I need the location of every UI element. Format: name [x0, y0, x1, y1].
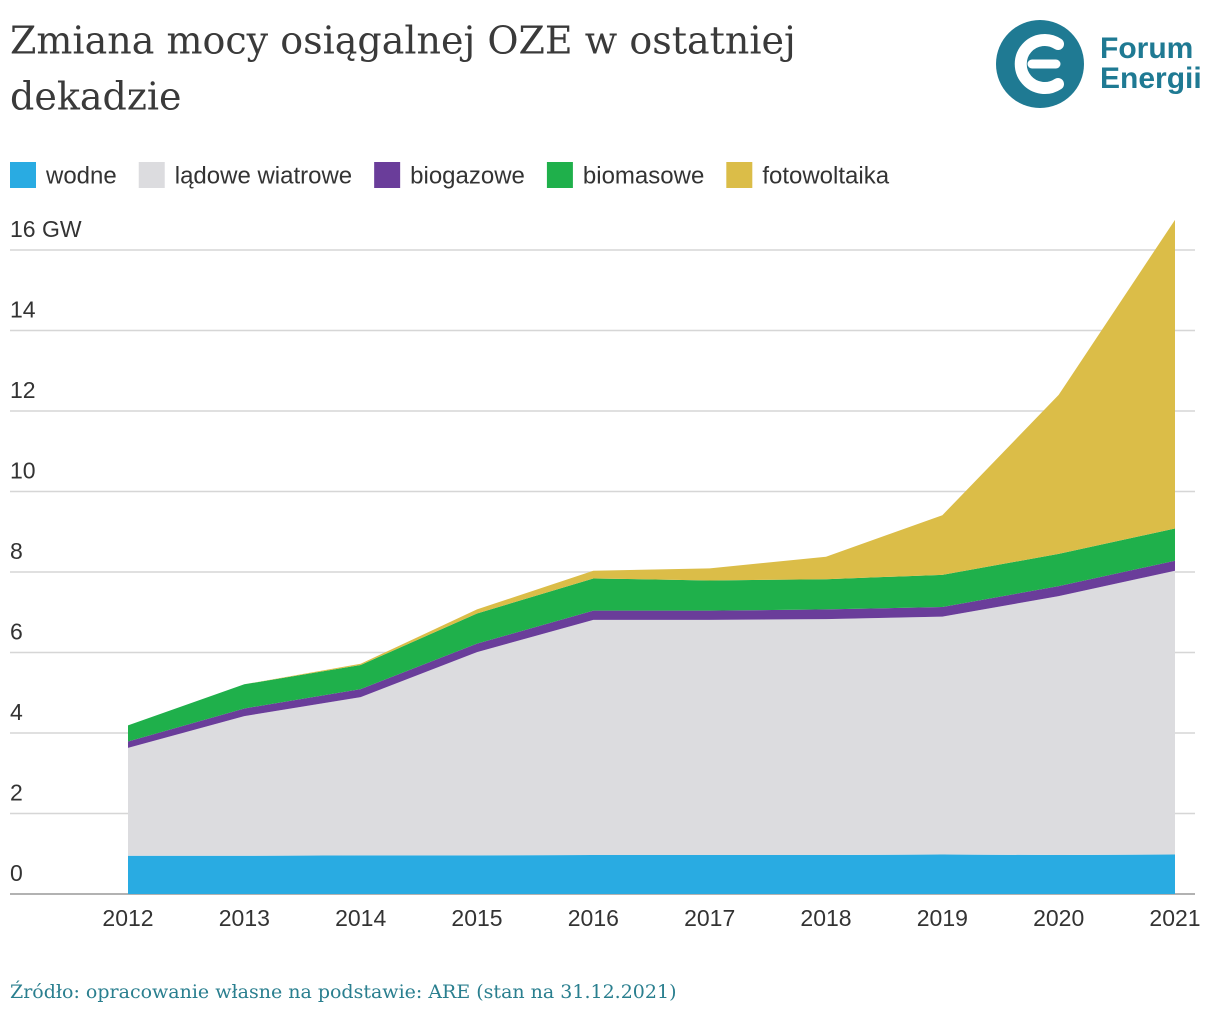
y-tick-label: 2: [10, 780, 23, 806]
logo-text: Forum: [1100, 32, 1193, 65]
y-tick-label: 10: [10, 458, 36, 484]
legend-swatch: [10, 162, 36, 188]
x-tick-label: 2021: [1149, 905, 1200, 931]
area: [128, 528, 1175, 742]
x-tick-label: 2015: [451, 905, 502, 931]
legend-label: wodne: [45, 162, 117, 189]
legend-swatch: [138, 162, 165, 188]
area: [128, 854, 1175, 894]
logo: Forum Energii: [996, 20, 1202, 108]
y-tick-label: 16 GW: [10, 216, 82, 242]
y-tick-label: 0: [10, 860, 23, 886]
legend-label: biogazowe: [410, 162, 525, 189]
logo-icon: [1014, 34, 1064, 94]
y-tick-label: 12: [10, 377, 36, 403]
y-tick-label: 8: [10, 538, 23, 564]
legend-swatch: [726, 162, 753, 188]
legend-label: fotowoltaika: [762, 162, 889, 189]
y-tick-label: 4: [10, 699, 23, 725]
legend-label: biomasowe: [583, 162, 704, 189]
y-tick-label: 6: [10, 619, 23, 645]
legend-swatch: [374, 162, 401, 188]
x-tick-label: 2016: [568, 905, 619, 931]
legend-swatch: [546, 162, 573, 188]
x-tick-label: 2013: [219, 905, 270, 931]
chart-title: Zmiana mocy osiągalnej OZE w ostatniej: [10, 19, 796, 63]
y-tick-label: 14: [10, 297, 36, 323]
area: [128, 570, 1175, 856]
x-tick-label: 2018: [800, 905, 851, 931]
logo-text: Energii: [1100, 62, 1202, 95]
x-tick-label: 2012: [102, 905, 153, 931]
x-tick-label: 2017: [684, 905, 735, 931]
x-tick-label: 2014: [335, 905, 386, 931]
legend-label: lądowe wiatrowe: [175, 162, 352, 189]
source-note: Źródło: opracowanie własne na podstawie:…: [10, 980, 676, 1003]
chart-title: dekadzie: [10, 75, 181, 119]
x-tick-label: 2020: [1033, 905, 1084, 931]
x-tick-label: 2019: [917, 905, 968, 931]
